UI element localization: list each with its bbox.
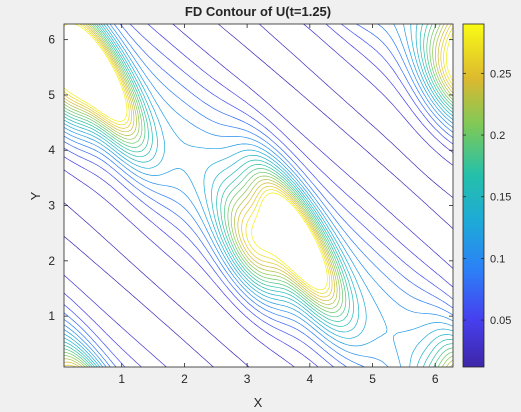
y-tick-label: 1 <box>48 309 55 323</box>
y-tick-label: 6 <box>48 33 55 47</box>
x-tick-label: 4 <box>306 372 313 386</box>
x-tick-label: 3 <box>244 372 251 386</box>
contour-level <box>64 24 453 367</box>
y-tick-label: 4 <box>48 143 55 157</box>
x-tick-label: 2 <box>181 372 188 386</box>
y-tick-label: 5 <box>48 88 55 102</box>
x-axis-ticks: 1 2 3 4 5 6 <box>118 24 439 386</box>
contour-level <box>64 24 453 367</box>
colorbar-tick-label: 0.2 <box>490 130 505 142</box>
y-axis-label: Y <box>28 191 43 200</box>
y-axis-ticks: 1 2 3 4 5 6 <box>48 33 453 323</box>
y-tick-label: 3 <box>48 199 55 213</box>
contour-level <box>64 24 453 294</box>
colorbar <box>462 23 485 368</box>
contour-level <box>64 24 453 367</box>
colorbar-tick-label: 0.1 <box>490 253 505 265</box>
contour-level <box>64 24 453 367</box>
contour-level <box>64 24 453 367</box>
colorbar-tick-label: 0.25 <box>490 68 511 80</box>
contour-lines <box>64 24 453 367</box>
contour-level <box>64 24 453 367</box>
colorbar-tick-label: 0.05 <box>490 315 511 327</box>
contour-level <box>64 24 453 367</box>
contour-level <box>64 24 453 367</box>
contour-level <box>64 24 453 367</box>
x-tick-label: 6 <box>432 372 439 386</box>
contour-level <box>64 24 453 291</box>
x-axis-label: X <box>254 395 263 410</box>
plot-box <box>63 23 454 368</box>
contour-level <box>64 24 453 367</box>
x-tick-label: 1 <box>118 372 125 386</box>
colorbar-tick-label: 0.15 <box>490 192 511 204</box>
contour-level <box>64 24 453 367</box>
y-tick-label: 2 <box>48 254 55 268</box>
contour-level <box>64 24 453 367</box>
colorbar-ticks: 0.05 0.1 0.15 0.2 0.25 <box>463 68 511 327</box>
contour-level <box>64 24 453 367</box>
contour-level <box>64 24 453 367</box>
x-tick-label: 5 <box>369 372 376 386</box>
contour-level <box>64 24 453 367</box>
chart-title: FD Contour of U(t=1.25) <box>185 4 331 19</box>
contour-level <box>64 24 453 367</box>
contour-level <box>64 24 453 367</box>
contour-level <box>64 24 453 367</box>
